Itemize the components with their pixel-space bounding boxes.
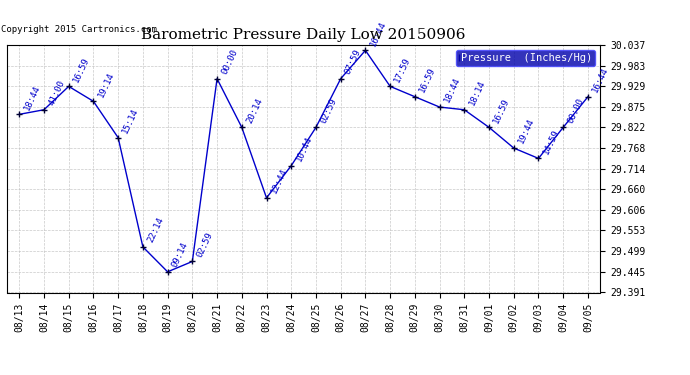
Legend: Pressure  (Inches/Hg): Pressure (Inches/Hg): [455, 50, 595, 66]
Text: 19:14: 19:14: [96, 70, 116, 99]
Text: 16:44: 16:44: [368, 20, 388, 48]
Text: 07:59: 07:59: [344, 48, 363, 76]
Text: 02:59: 02:59: [319, 96, 338, 124]
Text: Copyright 2015 Cartronics.com: Copyright 2015 Cartronics.com: [1, 25, 157, 34]
Text: 18:44: 18:44: [22, 83, 41, 112]
Text: 17:59: 17:59: [393, 56, 413, 84]
Text: 00:00: 00:00: [566, 96, 586, 124]
Title: Barometric Pressure Daily Low 20150906: Barometric Pressure Daily Low 20150906: [141, 28, 466, 42]
Text: 00:00: 00:00: [220, 48, 239, 76]
Text: 09:14: 09:14: [170, 241, 190, 269]
Text: 16:44: 16:44: [591, 66, 610, 94]
Text: 16:59: 16:59: [492, 96, 511, 124]
Text: 16:59: 16:59: [72, 56, 91, 84]
Text: 18:14: 18:14: [467, 79, 486, 107]
Text: 14:59: 14:59: [541, 128, 561, 156]
Text: 12:44: 12:44: [269, 167, 289, 195]
Text: 15:14: 15:14: [121, 107, 141, 135]
Text: 19:44: 19:44: [517, 117, 536, 145]
Text: 22:14: 22:14: [146, 216, 165, 244]
Text: 41:00: 41:00: [47, 79, 66, 107]
Text: 02:59: 02:59: [195, 231, 215, 259]
Text: 20:14: 20:14: [244, 96, 264, 124]
Text: 18:44: 18:44: [442, 76, 462, 104]
Text: 10:44: 10:44: [294, 135, 313, 163]
Text: 16:59: 16:59: [417, 66, 437, 94]
